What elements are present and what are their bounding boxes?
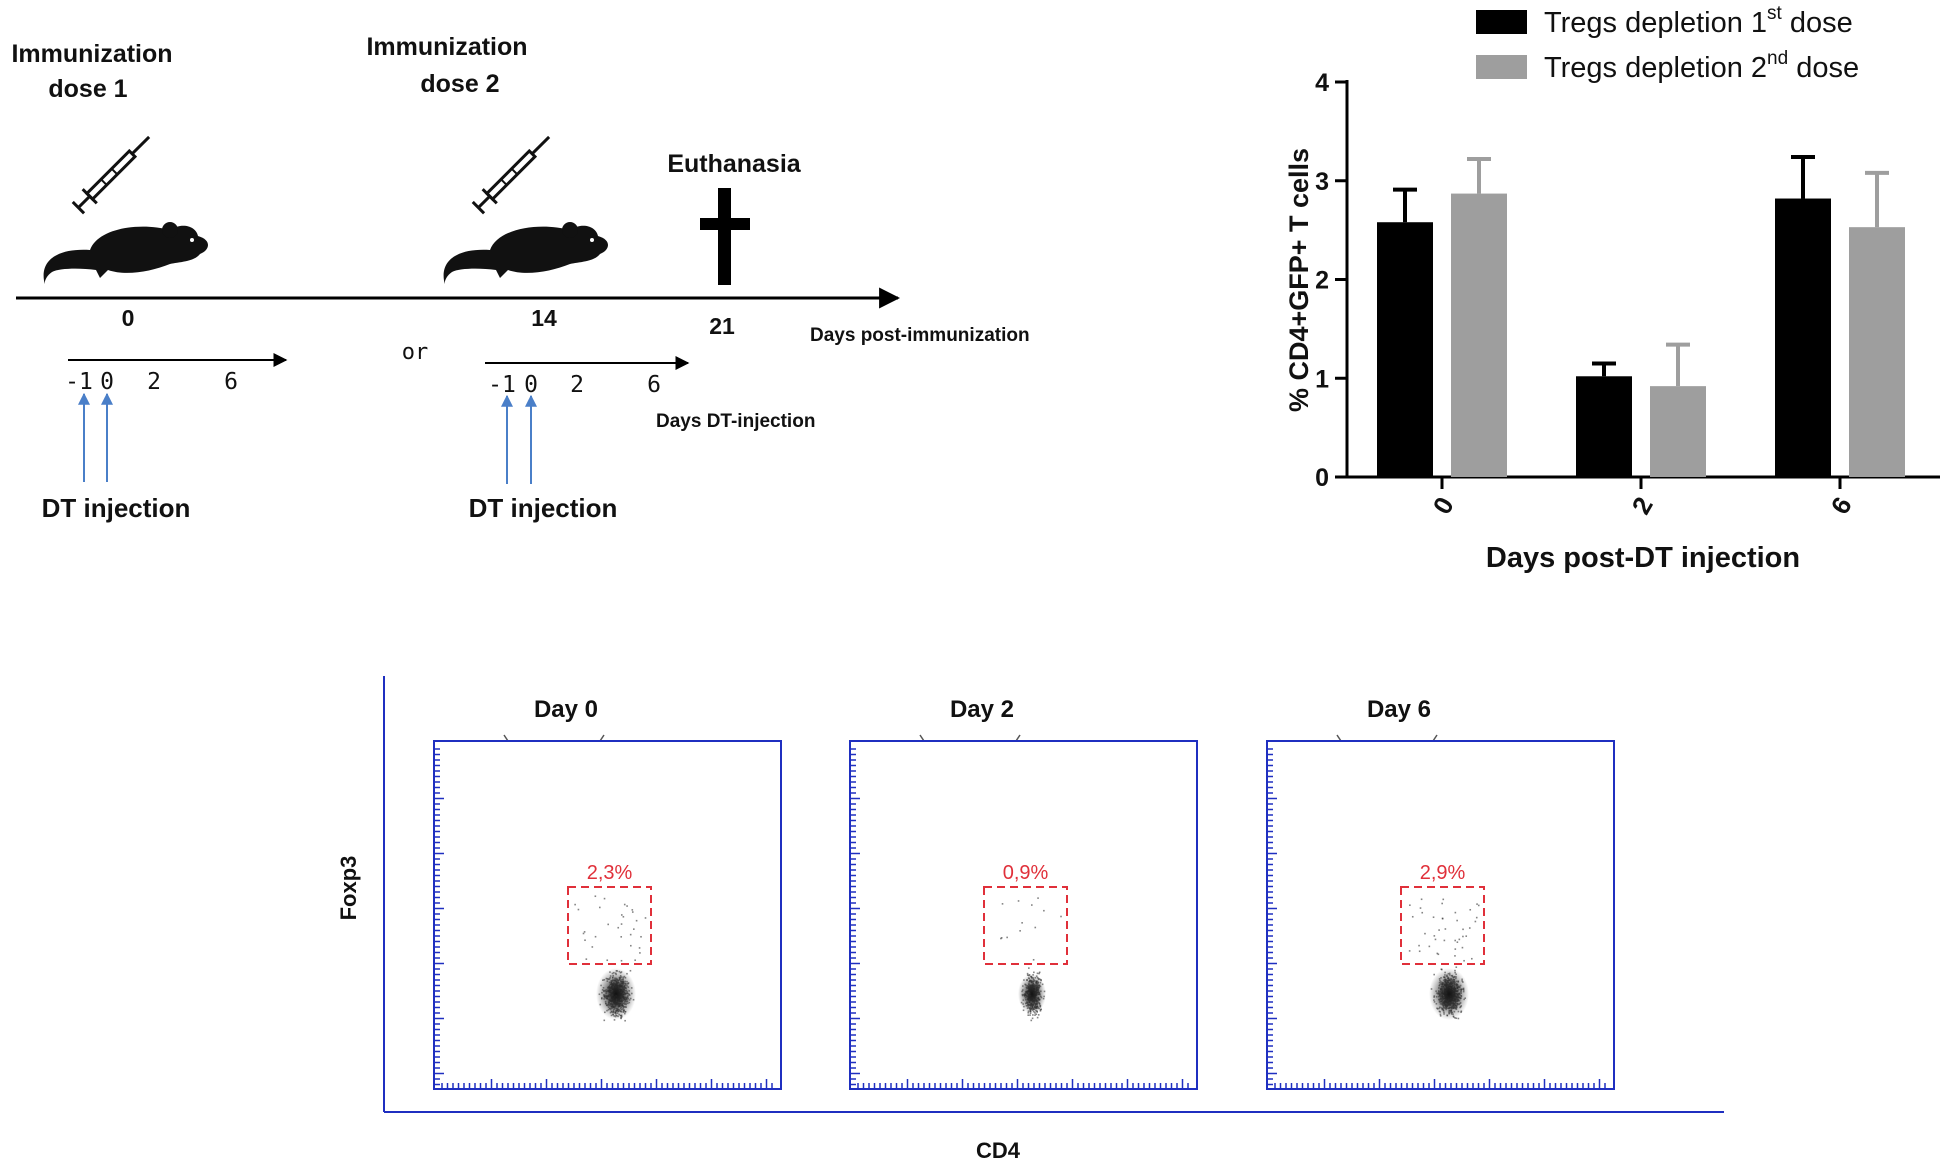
- foxp3-gate: [567, 886, 652, 965]
- flow-panel-title: Day 6: [1367, 696, 1431, 723]
- flow-y-label: Foxp3: [336, 856, 361, 921]
- gate-events: [1408, 898, 1480, 962]
- dt-tick: -1: [488, 372, 516, 398]
- y-tick-label: 0: [1315, 464, 1329, 492]
- bar-second-dose-day-0: [1451, 193, 1507, 477]
- dt-tick: 0: [524, 372, 538, 398]
- cell-population-core: [596, 968, 636, 1020]
- bar-first-dose-day-6: [1775, 198, 1831, 477]
- flow-plot-frame: [1266, 740, 1615, 1090]
- day-label-0: 0: [122, 305, 135, 331]
- bar-first-dose-day-2: [1576, 376, 1632, 477]
- dt-tick: 2: [147, 369, 161, 395]
- cross-icon: [700, 188, 750, 285]
- y-tick-label: 1: [1315, 365, 1329, 393]
- dt-tick: 6: [647, 372, 661, 398]
- flow-plot-frame: [433, 740, 782, 1090]
- flow-axis-ticks: [850, 748, 1189, 1089]
- mouse-icon: [443, 222, 608, 285]
- x-tick-label: 2: [1626, 492, 1659, 520]
- timeline-schematic: Immunization dose 1 Immunization dose 2 …: [11, 33, 1029, 523]
- immunization-dose1-title: Immunization: [11, 40, 172, 68]
- legend-label-first-dose: Tregs depletion 1st dose: [1544, 3, 1853, 39]
- x-tick-label: 0: [1427, 492, 1460, 520]
- dt-tick: 0: [100, 369, 114, 395]
- y-tick-label: 4: [1315, 69, 1329, 97]
- gate-percent-label: 2,3%: [587, 862, 633, 884]
- dt-tick: -1: [65, 369, 93, 395]
- flow-panel: Day 0 2,3%: [433, 696, 782, 1090]
- mouse-icon: [43, 222, 209, 285]
- gate-events: [574, 895, 647, 962]
- immunization-dose1-subtitle: dose 1: [48, 75, 127, 103]
- bar-first-dose-day-0: [1377, 222, 1433, 477]
- immunization-axis-label: Days post-immunization: [810, 325, 1030, 346]
- foxp3-gate: [983, 886, 1068, 965]
- flow-panel-title: Day 0: [534, 696, 598, 723]
- bar-chart: Tregs depletion 1st dose Tregs depletion…: [1284, 3, 1940, 574]
- foxp3-gate: [1400, 886, 1485, 965]
- flow-axis-ticks: [1267, 748, 1606, 1089]
- syringe-icon: [471, 135, 551, 215]
- flow-plot-frame: [849, 740, 1198, 1090]
- dt-tick: 6: [224, 369, 238, 395]
- immunization-dose2-title: Immunization: [366, 33, 527, 61]
- gate-percent-label: 0,9%: [1003, 862, 1049, 884]
- dt-injection-label: DT injection: [469, 493, 618, 523]
- legend-swatch-first-dose: [1476, 10, 1527, 34]
- flow-panel: Day 2 0,9%: [849, 696, 1198, 1090]
- gate-events: [1000, 897, 1062, 961]
- x-tick-label: 6: [1825, 492, 1858, 520]
- flow-panel: Day 6 2,9%: [1266, 696, 1615, 1090]
- flow-cytometry: Foxp3 CD4 Day 0 2,3% Day 2 0,9% Day 6 2,9%: [336, 676, 1724, 1163]
- dt-tick: 2: [570, 372, 584, 398]
- day-label-21: 21: [709, 313, 735, 339]
- flow-panel-title: Day 2: [950, 696, 1014, 723]
- cell-population-core: [1018, 974, 1046, 1014]
- bar-second-dose-day-2: [1650, 386, 1706, 477]
- bar-chart-x-label: Days post-DT injection: [1486, 542, 1800, 574]
- euthanasia-label: Euthanasia: [667, 150, 801, 178]
- y-tick-label: 3: [1315, 168, 1329, 196]
- dt-injection-label: DT injection: [42, 493, 191, 523]
- cell-population-core: [1429, 968, 1469, 1020]
- or-label: or: [402, 340, 429, 365]
- gate-percent-label: 2,9%: [1420, 862, 1466, 884]
- legend-swatch-second-dose: [1476, 55, 1527, 79]
- flow-x-label: CD4: [976, 1138, 1021, 1163]
- legend-label-second-dose: Tregs depletion 2nd dose: [1544, 48, 1859, 84]
- syringe-icon: [71, 135, 151, 215]
- y-tick-label: 2: [1315, 267, 1329, 295]
- flow-axis-ticks: [434, 748, 773, 1089]
- immunization-dose2-subtitle: dose 2: [420, 70, 499, 98]
- bar-second-dose-day-6: [1849, 227, 1905, 477]
- day-label-14: 14: [531, 305, 557, 331]
- dt-axis-label: Days DT-injection: [656, 411, 815, 432]
- bar-chart-y-label: % CD4+GFP+ T cells: [1284, 148, 1314, 412]
